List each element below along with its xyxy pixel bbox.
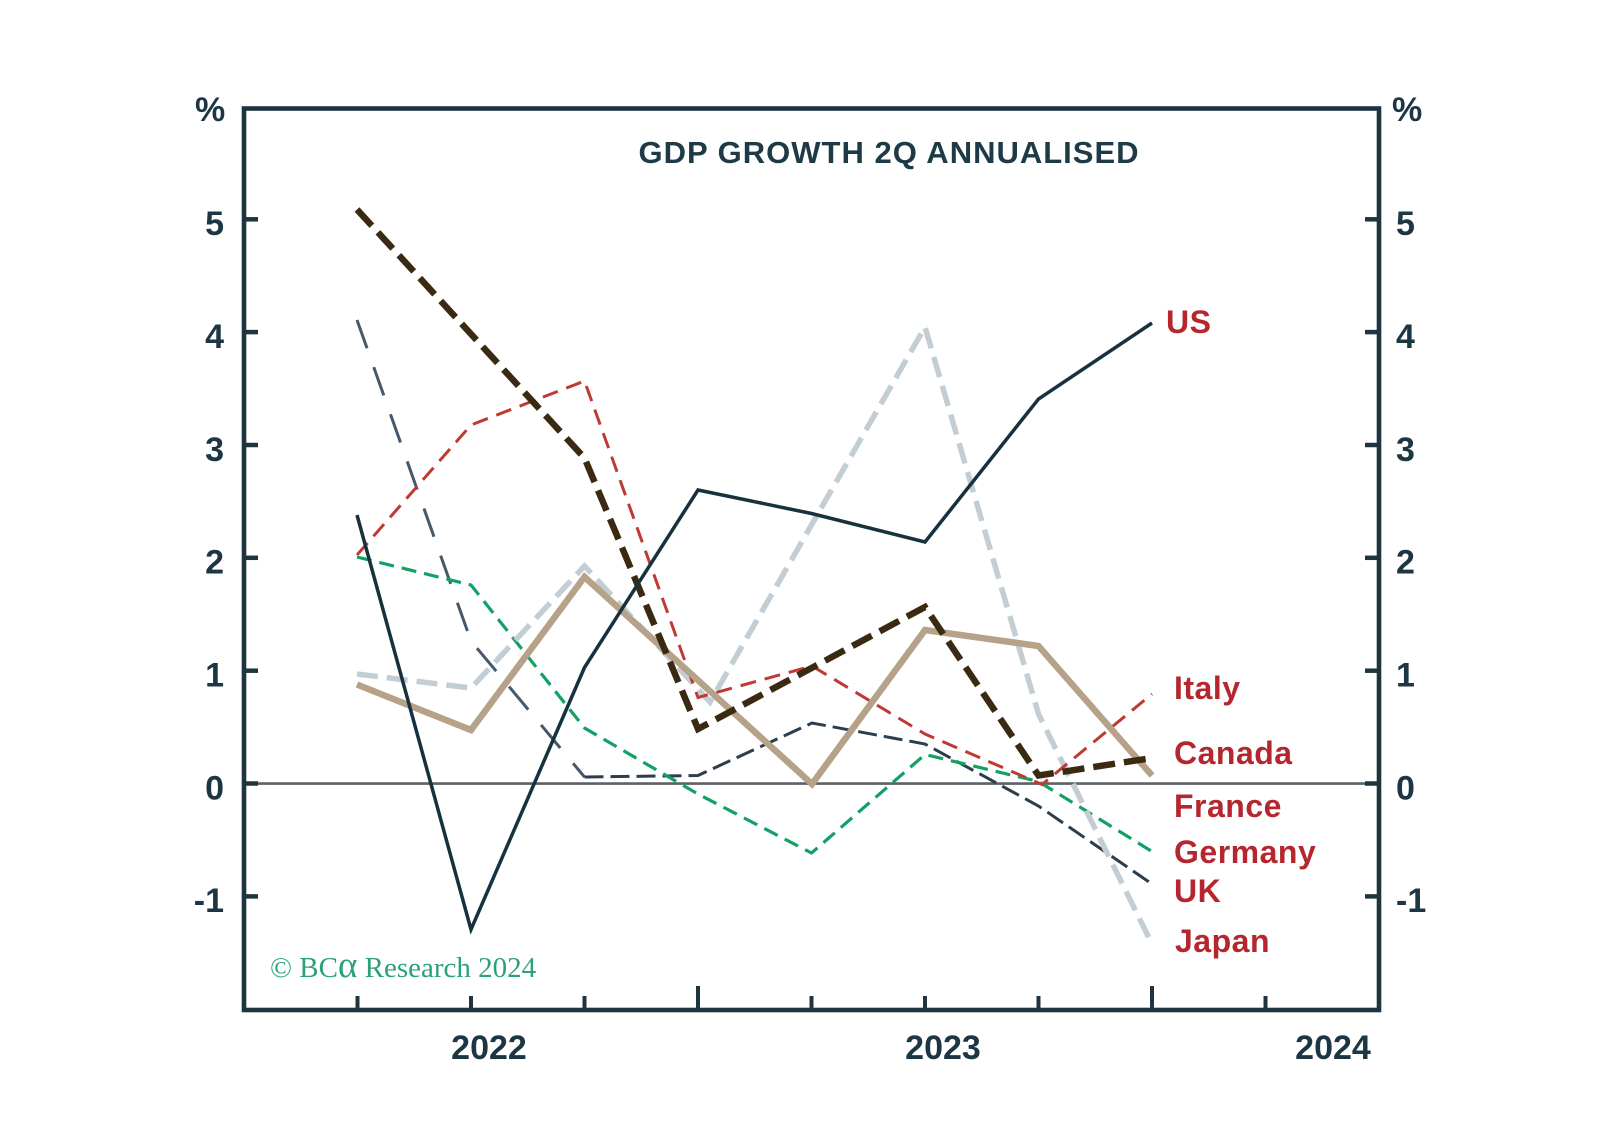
svg-text:GDP GROWTH 2Q ANNUALISED: GDP GROWTH 2Q ANNUALISED — [638, 135, 1139, 170]
svg-text:-1: -1 — [194, 882, 224, 920]
svg-text:France: France — [1174, 788, 1282, 824]
svg-text:US: US — [1166, 304, 1211, 340]
svg-text:Italy: Italy — [1174, 670, 1241, 706]
svg-text:5: 5 — [205, 205, 224, 243]
svg-text:UK: UK — [1174, 873, 1221, 909]
svg-text:1: 1 — [1396, 657, 1415, 695]
svg-text:%: % — [195, 91, 225, 129]
svg-text:2024: 2024 — [1295, 1029, 1371, 1067]
svg-text:2023: 2023 — [905, 1029, 981, 1067]
svg-text:Germany: Germany — [1174, 834, 1316, 870]
svg-text:5: 5 — [1396, 205, 1415, 243]
svg-text:2: 2 — [1396, 544, 1415, 582]
svg-text:Japan: Japan — [1175, 923, 1270, 959]
svg-text:3: 3 — [205, 431, 224, 469]
svg-text:4: 4 — [205, 318, 224, 356]
svg-text:© BCα Research 2024: © BCα Research 2024 — [270, 945, 537, 986]
svg-text:3: 3 — [1396, 431, 1415, 469]
svg-text:-1: -1 — [1396, 882, 1426, 920]
svg-text:1: 1 — [205, 657, 224, 695]
svg-text:2022: 2022 — [451, 1029, 527, 1067]
svg-text:%: % — [1392, 91, 1422, 129]
svg-text:Canada: Canada — [1174, 735, 1293, 771]
svg-text:4: 4 — [1396, 318, 1415, 356]
svg-text:0: 0 — [205, 769, 224, 807]
svg-text:2: 2 — [205, 544, 224, 582]
svg-text:0: 0 — [1396, 769, 1415, 807]
